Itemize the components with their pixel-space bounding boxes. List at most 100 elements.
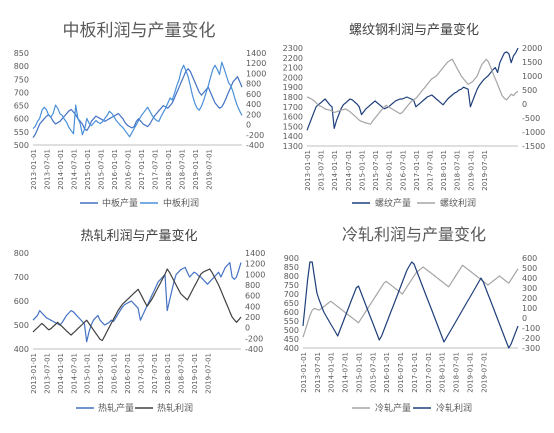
x-tick-label: 2015-07-01 <box>372 150 380 191</box>
y-right-tick-label: 800 <box>246 80 261 89</box>
x-tick-label: 2016-01-01 <box>111 149 119 190</box>
x-tick-label: 2017-01-01 <box>411 352 419 393</box>
y-right-tick-label: 600 <box>245 292 260 301</box>
x-tick-label: 2017-01-01 <box>413 150 421 191</box>
y-right-tick-label: -200 <box>246 131 264 140</box>
series-line-production <box>306 47 519 131</box>
y-left-tick-label: 700 <box>14 273 29 282</box>
y-right-tick-label: 1000 <box>522 72 542 81</box>
y-left-tick-label: 600 <box>14 297 29 306</box>
x-tick-label: 2013-07-01 <box>314 352 322 393</box>
x-tick-label: 2016-07-01 <box>397 352 405 393</box>
y-left-tick-label: 700 <box>284 290 299 299</box>
series-line-production <box>302 264 519 338</box>
y-right-tick-label: 400 <box>246 100 261 109</box>
legend-label-profit: 热轧利润 <box>157 402 193 414</box>
y-right-tick-label: 1400 <box>245 249 265 258</box>
legend-label-profit: 螺纹利润 <box>440 197 476 209</box>
y-left-tick-label: 600 <box>14 115 29 124</box>
y-left-tick-label: 500 <box>14 141 29 150</box>
x-tick-label: 2013-07-01 <box>318 150 326 191</box>
x-tick-label: 2017-01-01 <box>138 149 146 190</box>
x-tick-label: 2018-07-01 <box>178 149 186 190</box>
x-tick-label: 2016-01-01 <box>111 353 119 394</box>
series-line-profit <box>32 61 243 138</box>
x-tick-label: 2013-01-01 <box>300 352 308 393</box>
x-tick-label: 2017-07-01 <box>425 352 433 393</box>
legend-label-profit: 冷轧利润 <box>436 402 472 414</box>
y-left-tick-label: 400 <box>14 345 29 354</box>
x-tick-label: 2018-07-01 <box>453 352 461 393</box>
y-right-tick-label: -200 <box>522 334 540 343</box>
x-tick-label: 2013-01-01 <box>30 149 38 190</box>
y-right-tick-label: -1000 <box>522 128 545 137</box>
chart-luowengang: 螺纹钢利润与产量变化 螺纹产量 螺纹利润 1300140015001600170… <box>283 22 546 209</box>
y-right-tick-label: -1500 <box>522 142 545 151</box>
y-left-tick-label: 650 <box>14 102 29 111</box>
y-right-tick-label: 1500 <box>522 58 542 67</box>
x-tick-label: 2015-01-01 <box>358 150 366 191</box>
chart-title: 冷轧利润与产量变化 <box>342 225 486 244</box>
x-tick-label: 2018-01-01 <box>439 352 447 393</box>
y-left-tick-label: 1300 <box>283 142 303 151</box>
y-left-tick-label: 2300 <box>283 44 303 53</box>
y-right-tick-label: 200 <box>246 110 261 119</box>
x-tick-label: 2018-01-01 <box>440 150 448 191</box>
y-right-tick-label: 500 <box>522 264 537 273</box>
x-tick-label: 2013-01-01 <box>304 150 312 191</box>
y-right-tick-label: 1000 <box>246 69 266 78</box>
y-left-tick-label: 1500 <box>283 122 303 131</box>
y-left-tick-label: 2000 <box>283 73 303 82</box>
y-left-tick-label: 2100 <box>283 64 303 73</box>
x-tick-label: 2013-07-01 <box>43 149 51 190</box>
y-left-tick-label: 700 <box>14 88 29 97</box>
x-tick-label: 2016-01-01 <box>383 352 391 393</box>
y-right-tick-label: -400 <box>245 345 263 354</box>
x-tick-label: 2016-07-01 <box>124 149 132 190</box>
y-right-tick-label: 600 <box>522 254 537 263</box>
chart-title: 热轧利润与产量变化 <box>80 228 197 244</box>
legend-label-production: 热轧产量 <box>98 402 134 414</box>
x-tick-label: 2015-07-01 <box>97 149 105 190</box>
legend-label-production: 冷轧产量 <box>375 402 411 414</box>
y-right-tick-label: 600 <box>246 90 261 99</box>
y-left-tick-label: 1400 <box>283 132 303 141</box>
y-left-tick-label: 800 <box>284 272 299 281</box>
chart-rezha: 热轧利润与产量变化 热轧产量 热轧利润 400 500 600 700 800 -400 -… <box>14 228 266 414</box>
y-right-tick-label: -500 <box>522 114 540 123</box>
y-right-tick-label: 400 <box>522 274 537 283</box>
x-tick-label: 2014-01-01 <box>331 150 339 191</box>
y-right-tick-label: 800 <box>245 281 260 290</box>
series-line-profit <box>306 58 519 125</box>
x-tick-label: 2019-07-01 <box>481 150 489 191</box>
chart-lengzha: 冷轧利润与产量变化 冷轧产量 冷轧利润 40045050055060065070… <box>284 225 540 414</box>
y-left-tick-label: 900 <box>284 254 299 263</box>
x-tick-label: 2015-07-01 <box>369 352 377 393</box>
x-tick-label: 2019-07-01 <box>204 353 212 394</box>
x-tick-label: 2018-07-01 <box>454 150 462 191</box>
x-tick-label: 2016-07-01 <box>124 353 132 394</box>
y-right-tick-label: 1400 <box>246 49 266 58</box>
y-right-tick-label: 300 <box>522 284 537 293</box>
x-tick-label: 2017-07-01 <box>151 149 159 190</box>
y-left-tick-label: 850 <box>284 263 299 272</box>
chart-title: 螺纹钢利润与产量变化 <box>349 22 479 38</box>
x-tick-label: 2018-07-01 <box>178 353 186 394</box>
legend-label-production: 中板产量 <box>102 197 138 209</box>
y-right-tick-label: 0 <box>522 100 527 109</box>
y-right-tick-label: 200 <box>245 313 260 322</box>
x-tick-label: 2019-07-01 <box>205 149 213 190</box>
legend-label-profit: 中板利润 <box>163 197 199 209</box>
x-tick-label: 2014-07-01 <box>70 353 78 394</box>
y-right-tick-label: 500 <box>522 86 537 95</box>
x-tick-label: 2019-07-01 <box>480 352 488 393</box>
y-right-tick-label: 200 <box>522 294 537 303</box>
x-tick-label: 2019-01-01 <box>192 149 200 190</box>
x-tick-label: 2016-01-01 <box>386 150 394 191</box>
y-right-tick-label: -200 <box>245 334 263 343</box>
series-line-profit <box>32 268 242 342</box>
y-left-tick-label: 550 <box>14 128 29 137</box>
x-tick-label: 2014-07-01 <box>70 149 78 190</box>
y-left-tick-label: 800 <box>14 249 29 258</box>
